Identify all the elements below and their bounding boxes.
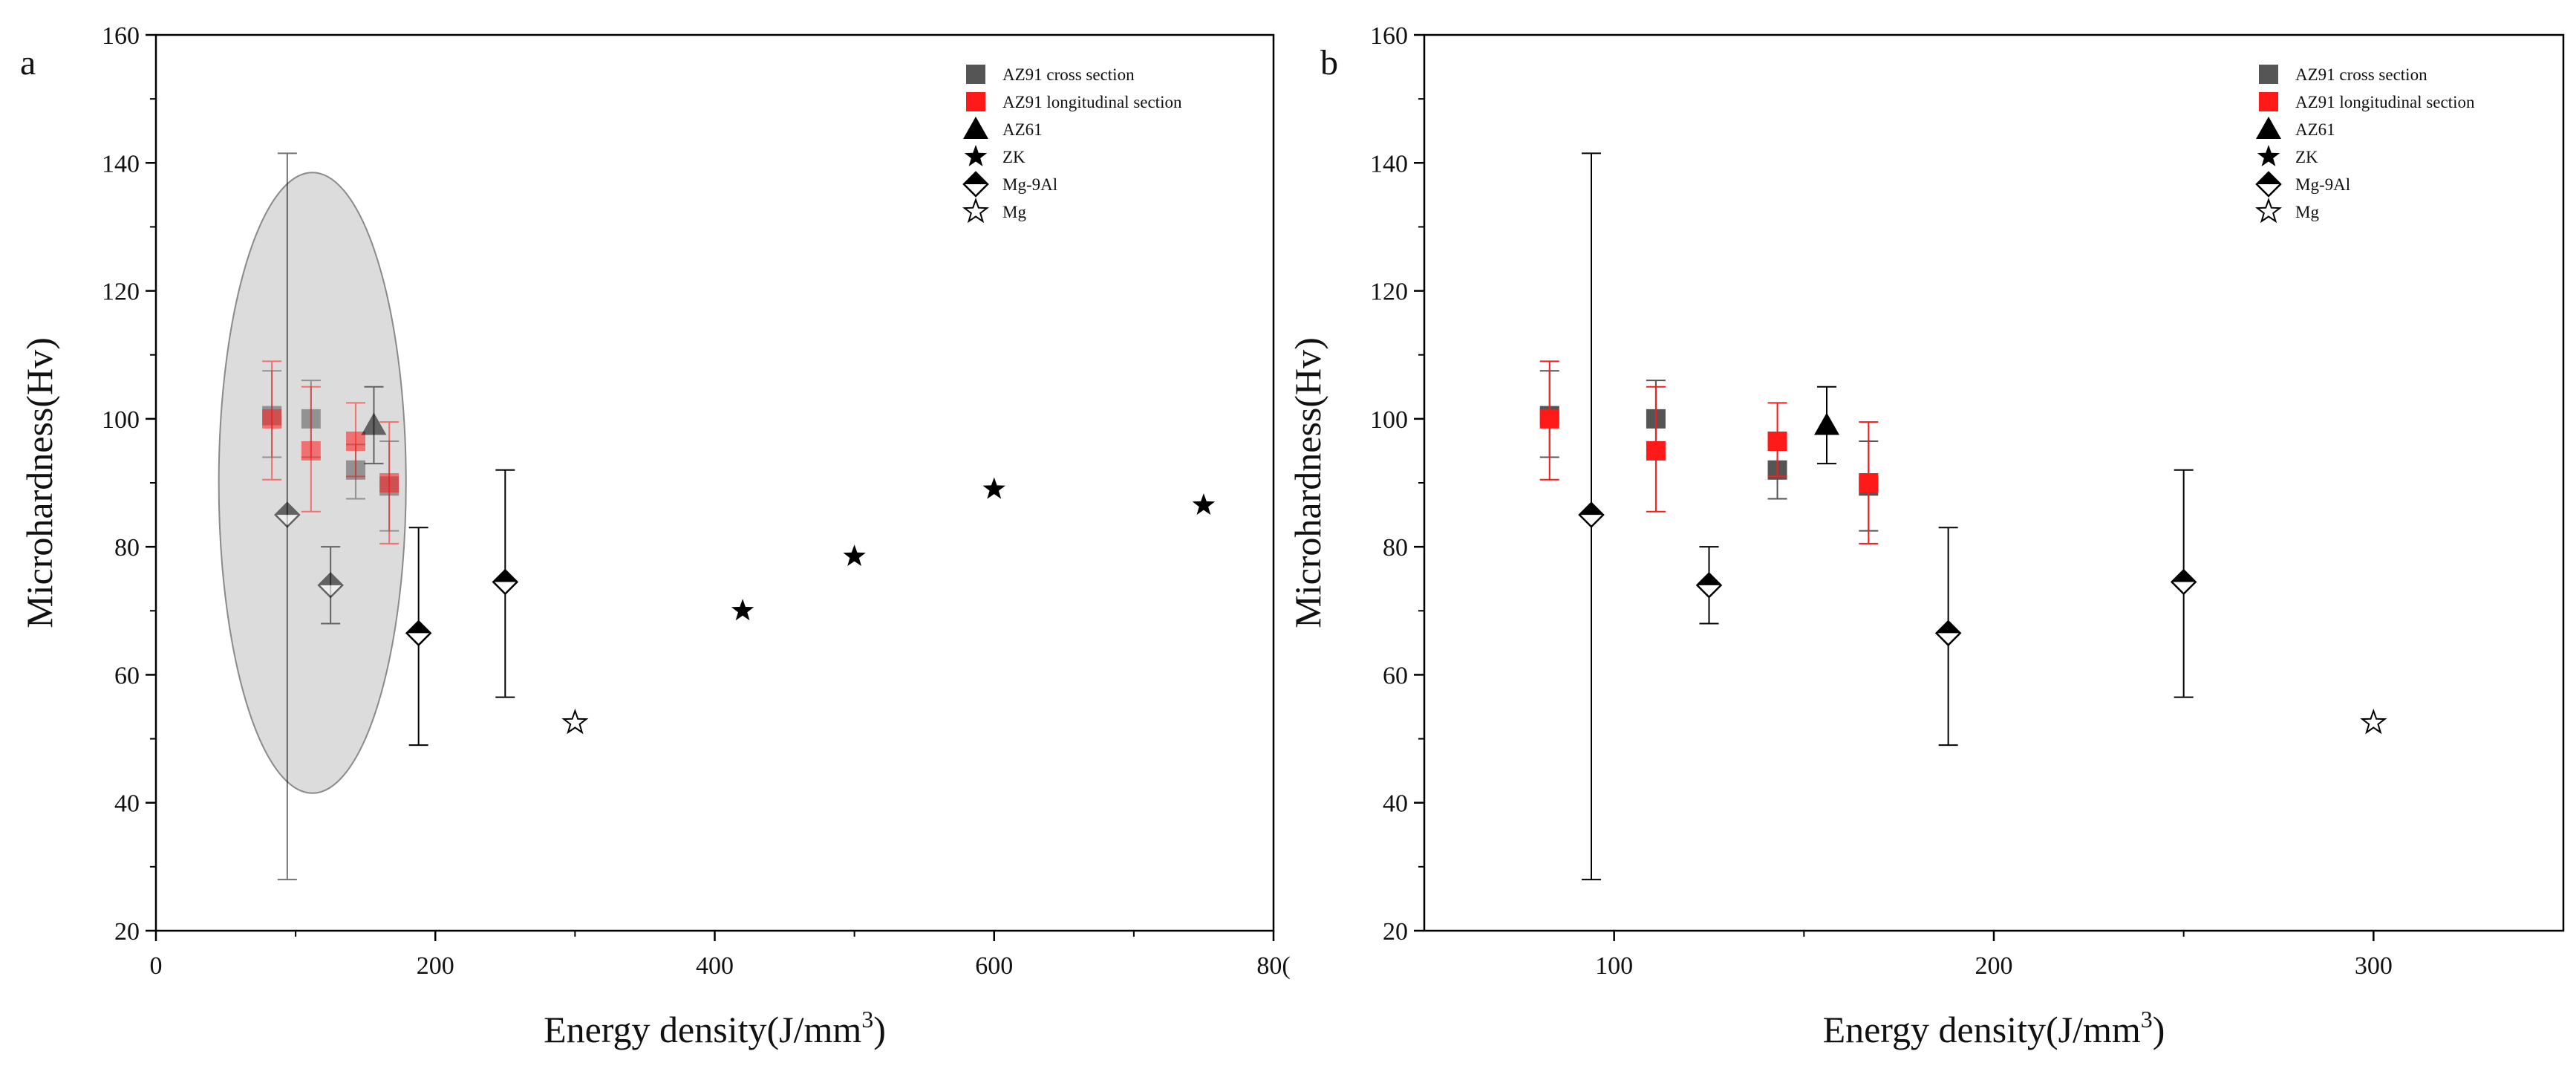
panel-b-legend-zk-label: ZK (2295, 148, 2318, 166)
panel-a-mg-9al-point (274, 501, 301, 528)
panel-a-ytick-label: 60 (114, 662, 140, 689)
panel-b-xtick-label: 200 (1975, 952, 2013, 980)
panel-a-zk-point (1192, 493, 1216, 516)
panel-a-xtick-label: 200 (417, 952, 454, 980)
panel-a-legend-az91-longitudinal-section-marker (966, 92, 985, 111)
panel-b-legend-az91-cross-section-label: AZ91 cross section (2295, 65, 2427, 84)
panel-b-legend-zk-marker (2257, 145, 2280, 166)
panel-a-xtick-label: 0 (150, 952, 163, 980)
panel-b-ytick-label: 140 (1370, 150, 1408, 178)
panel-b-legend-mg-marker (2254, 198, 2283, 224)
panel-b-legend-az91-longitudinal-section-label: AZ91 longitudinal section (2295, 93, 2475, 111)
panel-b-az91-longitudinal-section-point (1767, 432, 1787, 452)
panel-a-legend-mg-label: Mg (1002, 203, 1026, 221)
panel-b-az61-point (1814, 412, 1840, 435)
panel-a-ytick-label: 80 (114, 534, 140, 562)
panel-b-xtick-label: 300 (2355, 952, 2393, 980)
panel-a-x-axis-title: Energy density(J/mm3) (544, 1006, 886, 1050)
panel-b-plot-frame (1423, 33, 2565, 932)
panel-b-az91-longitudinal-section-point (1539, 409, 1559, 429)
panel-b-mg-9al-point (1578, 501, 1605, 528)
panel-b-mg-point (2360, 709, 2387, 735)
panel-a-zk-point (843, 544, 866, 566)
panel-a-ytick-label: 40 (114, 790, 140, 818)
panel-b-legend-az61-label: AZ61 (2295, 120, 2335, 139)
panel-a-y-axis-title: Microhardness(Hv) (19, 337, 60, 628)
panel-b-letter: b (1320, 43, 1338, 82)
panel-a-ytick-label: 120 (102, 279, 140, 306)
panel-a-legend-mg-marker (962, 198, 990, 224)
panel-b-mg-9al-point (1695, 572, 1723, 599)
panel-a-zk-point (982, 477, 1005, 499)
panel-a-legend-az91-cross-section-marker (966, 65, 985, 84)
panel-a-xtick-label: 80( (1256, 952, 1290, 980)
panel-b-mg-9al-point (1934, 619, 1962, 647)
panel-a-az61-point (361, 412, 387, 435)
panel-b-chart: 20 40 60 80 100 120 140 160 100 200 300 Energy dens… (1287, 22, 2565, 1050)
panel-b-legend-az91-longitudinal-section-marker (2259, 92, 2278, 111)
panel-b-legend-mg-9al-marker (2255, 171, 2282, 198)
panel-a-legend-az91-cross-section-label: AZ91 cross section (1002, 65, 1135, 84)
panel-b-ytick-label: 100 (1370, 406, 1408, 434)
panel-b-ytick-label: 120 (1370, 279, 1408, 306)
panel-a-mg-9al-point (405, 619, 432, 647)
panel-a-legend-zk-label: ZK (1002, 148, 1025, 166)
panel-a-legend-az61-marker (963, 117, 988, 139)
panel-a-ytick-label: 20 (114, 918, 140, 946)
panel-a-letter: a (20, 43, 36, 82)
panel-b-ytick-label: 40 (1383, 790, 1408, 818)
panel-a-chart: 20 40 60 80 100 120 140 160 0 200 400 600 80( Energy … (19, 22, 1291, 1050)
panel-a-legend-az91-longitudinal-section-label: AZ91 longitudinal section (1002, 93, 1182, 111)
panel-a-zk-point (731, 599, 754, 621)
panel-a-legend-az61-label: AZ61 (1002, 120, 1043, 139)
panel-a-xtick-label: 400 (696, 952, 734, 980)
panel-b-mg-9al-point (2170, 568, 2197, 596)
panel-b-ytick-label: 80 (1383, 534, 1408, 562)
panel-b-az91-longitudinal-section-point (1859, 473, 1879, 492)
panel-b-az91-longitudinal-section-point (1646, 440, 1666, 461)
panel-b-xtick-label: 100 (1595, 952, 1633, 980)
panel-a-legend-mg-9al-label: Mg-9Al (1002, 175, 1057, 194)
panel-b-ytick-label: 160 (1370, 22, 1408, 50)
panel-b-legend-mg-label: Mg (2295, 203, 2319, 221)
panel-a-ytick-label: 140 (102, 150, 140, 178)
panel-a-ytick-label: 160 (102, 22, 140, 50)
panel-a-highlight-ellipse (218, 172, 407, 794)
panel-a-mg-9al-point (317, 572, 344, 599)
panel-a-mg-point (561, 708, 589, 735)
panel-a-legend-mg-9al-marker (962, 171, 989, 198)
panel-a-legend-zk-marker (964, 145, 988, 166)
panel-a-az91-longitudinal-section-point (262, 409, 282, 429)
panel-a-az91-longitudinal-section-point (301, 440, 321, 461)
panel-a-az91-longitudinal-section-point (379, 473, 400, 492)
panel-b-ytick-label: 60 (1383, 662, 1408, 689)
panel-b-x-axis-title: Energy density(J/mm3) (1823, 1006, 2165, 1050)
panel-a-xtick-label: 600 (975, 952, 1013, 980)
panel-b-legend-mg-9al-label: Mg-9Al (2295, 175, 2350, 194)
panel-a-mg-9al-point (492, 568, 519, 596)
panel-b-ytick-label: 20 (1383, 918, 1408, 946)
panel-b-y-axis-title: Microhardness(Hv) (1287, 337, 1328, 628)
panel-a-ytick-label: 100 (102, 406, 140, 434)
panel-b-legend-az61-marker (2256, 117, 2281, 139)
panel-b-legend-az91-cross-section-marker (2259, 65, 2278, 84)
